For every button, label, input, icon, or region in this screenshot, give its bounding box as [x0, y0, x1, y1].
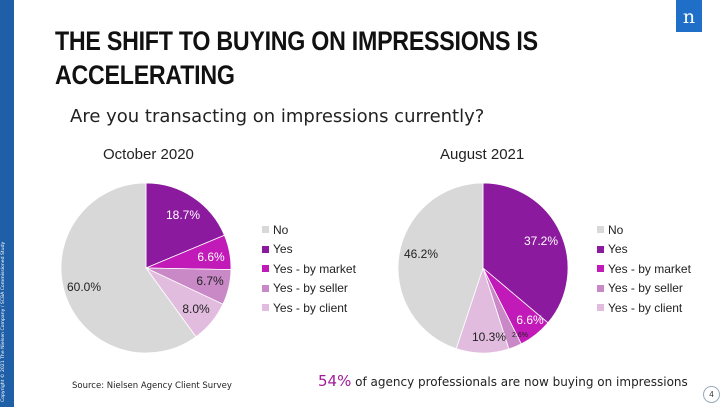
slice-oct-2020-yes	[145, 182, 225, 269]
chart-2-legend: No Yes Yes - by market Yes - by seller Yes -…	[597, 220, 691, 318]
label-aug-2021-yes-by-client: 10.3%	[472, 330, 506, 344]
legend-label: No	[608, 222, 624, 237]
page-number: 4	[703, 386, 720, 403]
legend-label: Yes - by seller	[608, 281, 683, 296]
chart-1-legend: No Yes Yes - by market Yes - by seller Yes -…	[262, 220, 356, 318]
legend-label: Yes	[273, 242, 293, 257]
legend-item-yes-by-seller: Yes - by seller	[597, 279, 691, 299]
label-oct-2020-no: 60.0%	[67, 280, 101, 294]
legend-item-no: No	[597, 220, 691, 240]
slice-aug-2021-yes	[482, 182, 569, 324]
slice-aug-2021-no	[397, 182, 484, 350]
legend-item-no: No	[262, 220, 356, 240]
legend-item-yes-by-market: Yes - by market	[597, 259, 691, 279]
legend-item-yes: Yes	[597, 240, 691, 260]
side-bar: Copyright © 2021 The Nielsen Company / S…	[0, 0, 14, 407]
chart-2-title: August 2021	[440, 146, 525, 163]
legend-swatch	[597, 226, 604, 234]
label-oct-2020-yes: 18.7%	[166, 208, 200, 222]
legend-swatch	[262, 245, 269, 253]
label-aug-2021-yes-by-market: 6.6%	[516, 313, 544, 327]
slide-subtitle: Are you transacting on impressions curre…	[70, 106, 485, 127]
legend-item-yes-by-client: Yes - by client	[262, 298, 356, 318]
logo-letter: n	[682, 5, 696, 28]
legend-label: Yes - by client	[273, 300, 348, 315]
legend-swatch	[597, 304, 604, 312]
legend-label: No	[273, 222, 289, 237]
source-note: Source: Nielsen Agency Client Survey	[72, 381, 232, 391]
legend-label: Yes - by client	[608, 300, 683, 315]
label-oct-2020-yes-by-client: 8.0%	[182, 302, 210, 316]
legend-swatch	[262, 265, 269, 273]
legend-item-yes-by-seller: Yes - by seller	[262, 279, 356, 299]
slice-oct-2020-no	[60, 182, 197, 354]
legend-swatch	[262, 304, 269, 312]
label-oct-2020-yes-by-market: 6.6%	[197, 250, 225, 264]
legend-item-yes: Yes	[262, 240, 356, 260]
legend-label: Yes - by market	[273, 261, 356, 276]
legend-label: Yes	[608, 242, 628, 257]
legend-item-yes-by-client: Yes - by client	[597, 298, 691, 318]
legend-item-yes-by-market: Yes - by market	[262, 259, 356, 279]
legend-swatch	[597, 245, 604, 253]
label-aug-2021-yes: 37.2%	[524, 234, 558, 248]
legend-swatch	[597, 284, 604, 292]
pie-oct-2020	[60, 182, 232, 354]
pie-aug-2021	[397, 182, 569, 354]
chart-1-title: October 2020	[103, 146, 194, 163]
legend-swatch	[262, 284, 269, 292]
slide-title: THE SHIFT TO BUYING ON IMPRESSIONS IS AC…	[55, 26, 538, 90]
label-oct-2020-yes-by-seller: 6.7%	[196, 274, 224, 288]
legend-label: Yes - by market	[608, 261, 691, 276]
callout-value: 54%	[318, 372, 352, 390]
callout-text: of agency professionals are now buying o…	[351, 375, 688, 389]
label-aug-2021-yes-by-seller: 2.6%	[512, 332, 528, 339]
legend-swatch	[597, 265, 604, 273]
label-aug-2021-no: 46.2%	[404, 247, 438, 261]
callout: 54% of agency professionals are now buyi…	[318, 372, 688, 390]
legend-label: Yes - by seller	[273, 281, 348, 296]
legend-swatch	[262, 226, 269, 234]
nielsen-logo: n	[676, 0, 702, 32]
